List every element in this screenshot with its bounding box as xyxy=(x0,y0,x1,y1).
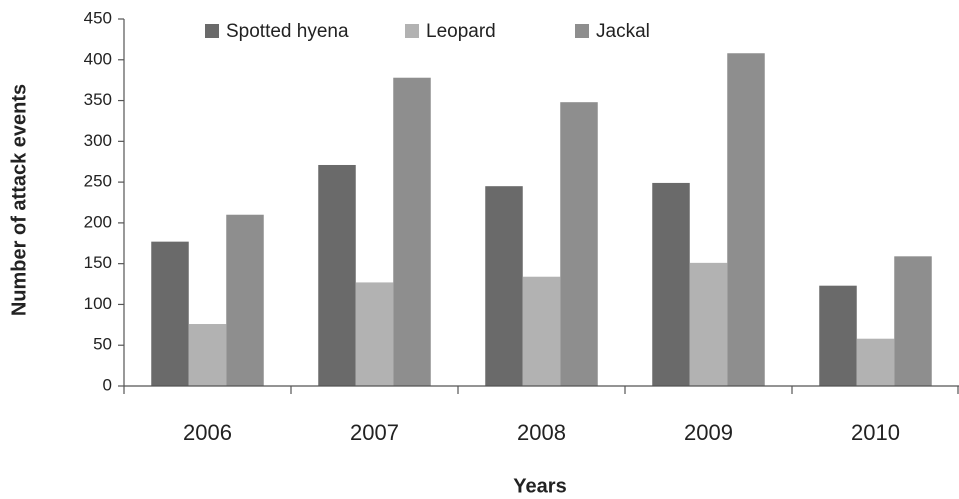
legend-label: Spotted hyena xyxy=(226,21,349,42)
legend-label: Jackal xyxy=(596,21,650,42)
bar xyxy=(318,164,356,386)
bar xyxy=(522,276,561,386)
bar xyxy=(560,102,598,386)
y-tick-label: 0 xyxy=(103,375,112,394)
y-tick-label: 450 xyxy=(84,8,112,27)
y-axis-label: Number of attack events xyxy=(8,84,30,316)
bar xyxy=(819,285,857,386)
bar xyxy=(355,282,394,386)
bar xyxy=(151,241,189,386)
y-tick-label: 100 xyxy=(84,294,112,313)
bar xyxy=(652,182,690,386)
bar xyxy=(689,262,728,386)
legend-swatch xyxy=(405,24,419,38)
x-tick-label: 2007 xyxy=(350,420,399,445)
legend-label: Leopard xyxy=(426,21,496,42)
y-tick-label: 300 xyxy=(84,131,112,150)
legend-swatch xyxy=(205,24,219,38)
bar xyxy=(485,186,523,386)
y-tick-label: 250 xyxy=(84,172,112,191)
y-tick-label: 50 xyxy=(93,335,112,354)
x-tick-label: 2008 xyxy=(517,420,566,445)
bar xyxy=(894,256,932,386)
legend-swatch xyxy=(575,24,589,38)
bar xyxy=(856,338,895,386)
bar xyxy=(727,53,765,387)
y-tick-label: 150 xyxy=(84,253,112,272)
x-tick-label: 2010 xyxy=(851,420,900,445)
x-tick-label: 2006 xyxy=(183,420,232,445)
y-tick-label: 350 xyxy=(84,90,112,109)
bar xyxy=(188,324,227,386)
y-tick-label: 200 xyxy=(84,212,112,231)
bar xyxy=(393,77,431,386)
x-tick-label: 2009 xyxy=(684,420,733,445)
x-axis-label: Years xyxy=(513,475,566,497)
bar xyxy=(226,214,264,386)
y-tick-label: 400 xyxy=(84,49,112,68)
